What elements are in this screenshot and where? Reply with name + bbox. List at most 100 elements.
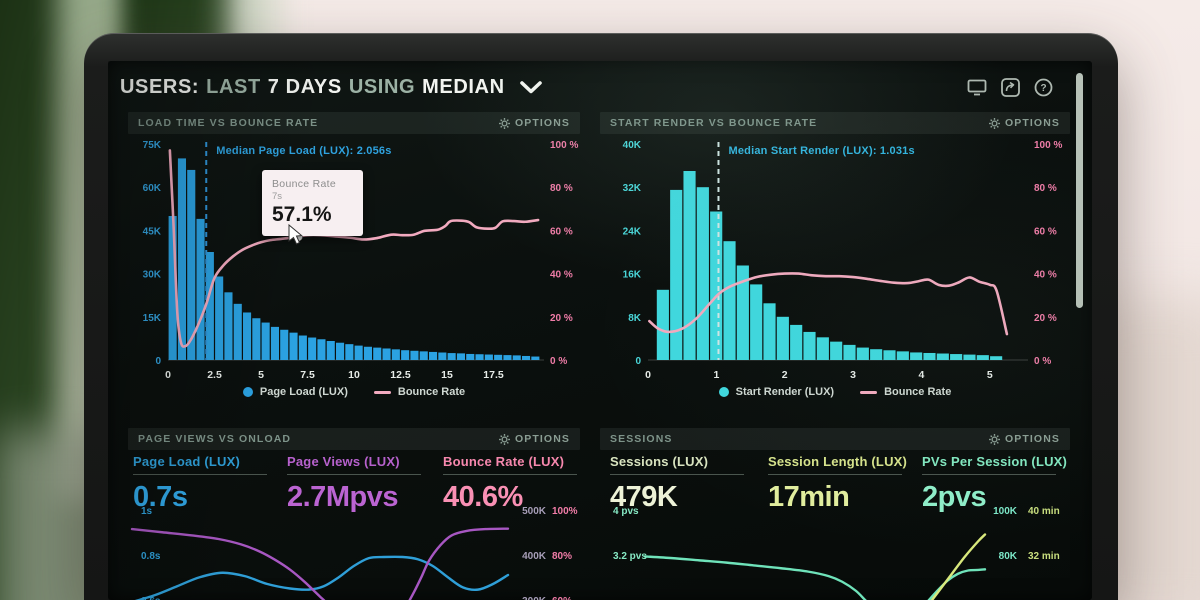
axis-label: 3.2 pvs [613, 551, 647, 562]
svg-text:40 %: 40 % [1034, 270, 1057, 281]
svg-text:15K: 15K [143, 313, 162, 324]
svg-text:60 %: 60 % [1034, 226, 1057, 237]
load-time-chart[interactable]: Median Page Load (LUX): 2.056s 75K 60K 45K 3… [128, 134, 580, 384]
svg-text:100 %: 100 % [1034, 140, 1062, 151]
display-icon[interactable] [966, 76, 988, 98]
svg-text:24K: 24K [623, 226, 642, 237]
metric-label: Sessions (LUX) [610, 454, 709, 469]
legend-page-load[interactable]: Page Load (LUX) [242, 386, 348, 398]
svg-text:60 %: 60 % [550, 226, 573, 237]
metric-label: Session Length (LUX) [768, 454, 908, 469]
svg-text:0 %: 0 % [550, 356, 567, 367]
svg-text:7.5: 7.5 [300, 369, 315, 381]
legend-line [373, 390, 391, 394]
svg-text:0: 0 [635, 356, 641, 367]
panel-header: PAGE VIEWS VS ONLOAD OPTIONS [128, 428, 580, 450]
view-selector-dropdown[interactable]: USERS: LAST 7 DAYS USING MEDIAN [120, 76, 542, 99]
axis-label: 1s [141, 506, 153, 517]
toolbar: ? [966, 76, 1054, 98]
legend-label: Start Render (LUX) [735, 386, 835, 398]
metric-value: 17min [768, 481, 850, 513]
svg-text:0 %: 0 % [1034, 356, 1051, 367]
screen: USERS: LAST 7 DAYS USING MEDIAN [108, 61, 1092, 600]
legend-bounce-rate[interactable]: Bounce Rate [860, 386, 951, 398]
header-segment: LAST [206, 75, 261, 98]
legend-label: Bounce Rate [884, 386, 952, 398]
svg-text:12.5: 12.5 [390, 369, 411, 381]
axis-label: 100K [993, 506, 1017, 517]
svg-text:?: ? [1040, 83, 1046, 94]
legend-line [860, 390, 878, 394]
axis-label: 4 pvs [613, 506, 639, 517]
panel-title: PAGE VIEWS VS ONLOAD [138, 433, 292, 445]
legend-label: Bounce Rate [397, 386, 466, 398]
svg-text:16K: 16K [623, 270, 642, 281]
svg-text:75K: 75K [143, 140, 162, 151]
start-render-chart[interactable]: Median Start Render (LUX): 1.031s 40K 32K 2… [600, 134, 1070, 384]
options-button[interactable]: OPTIONS [499, 117, 570, 129]
svg-text:80 %: 80 % [550, 183, 573, 194]
options-button[interactable]: OPTIONS [989, 433, 1060, 445]
svg-text:30K: 30K [143, 270, 162, 281]
tooltip-series: Bounce Rate [272, 178, 337, 190]
gear-icon [989, 117, 1001, 129]
header-segment: 7 DAYS [267, 75, 342, 98]
options-label: OPTIONS [1005, 117, 1060, 129]
legend-start-render[interactable]: Start Render (LUX) [718, 386, 835, 398]
header-segment: USING [348, 75, 416, 98]
tooltip-value: 57.1% [272, 203, 332, 226]
gear-icon [499, 433, 511, 445]
options-label: OPTIONS [515, 117, 570, 129]
metric-value: 40.6% [443, 481, 523, 513]
svg-text:2.5: 2.5 [207, 369, 222, 381]
axis-label: 60% [552, 596, 572, 600]
svg-text:100 %: 100 % [550, 140, 578, 151]
options-label: OPTIONS [515, 433, 570, 445]
dashboard-header: USERS: LAST 7 DAYS USING MEDIAN [120, 71, 1080, 103]
share-icon[interactable] [999, 76, 1021, 98]
laptop-frame: USERS: LAST 7 DAYS USING MEDIAN [84, 33, 1118, 600]
pageviews-sparkline[interactable]: 1s 0.8s 0.6s 500K 400K 300K 100% 80% 60% [128, 505, 580, 600]
tooltip: Bounce Rate 7s 57.1% [262, 170, 363, 236]
axis-label: 80% [552, 551, 573, 562]
metric-bounce-rate: Bounce Rate (LUX) 40.6% [443, 454, 589, 514]
chart-legend: Start Render (LUX) Bounce Rate [600, 386, 1070, 398]
panel-sessions: SESSIONS OPTIONS Sessions (LUX) 479K Ses… [600, 428, 1070, 600]
sessions-sparkline[interactable]: 4 pvs 3.2 pvs 100K 80K 40 min 32 min [600, 505, 1070, 600]
panel-title: START RENDER VS BOUNCE RATE [610, 117, 818, 129]
panel-title: LOAD TIME VS BOUNCE RATE [138, 117, 319, 129]
svg-text:20 %: 20 % [1034, 313, 1057, 324]
svg-text:4: 4 [919, 369, 925, 381]
legend-bounce-rate[interactable]: Bounce Rate [373, 386, 466, 398]
svg-text:40 %: 40 % [550, 270, 573, 281]
svg-text:15: 15 [441, 369, 453, 381]
options-button[interactable]: OPTIONS [499, 433, 570, 445]
svg-text:5: 5 [987, 369, 993, 381]
metric-label: PVs Per Session (LUX) [922, 454, 1068, 469]
gear-icon [499, 117, 511, 129]
legend-dot [242, 387, 253, 397]
panel-pageviews: PAGE VIEWS VS ONLOAD OPTIONS Page Load (… [128, 428, 580, 600]
svg-text:2: 2 [782, 369, 788, 381]
header-segment: USERS: [120, 75, 200, 98]
svg-text:17.5: 17.5 [483, 369, 504, 381]
panel-title: SESSIONS [610, 433, 673, 445]
axis-label: 300K [508, 596, 546, 600]
svg-text:0: 0 [165, 369, 171, 381]
scrollbar[interactable] [1076, 73, 1083, 308]
svg-text:20 %: 20 % [550, 313, 573, 324]
svg-text:45K: 45K [143, 226, 162, 237]
svg-text:80 %: 80 % [1034, 183, 1057, 194]
mouse-cursor [288, 224, 303, 245]
options-label: OPTIONS [1005, 433, 1060, 445]
metric-value: 479K [610, 481, 678, 513]
metric-page-views: Page Views (LUX) 2.7Mpvs [287, 454, 433, 514]
pageviews-chart [130, 527, 510, 600]
metric-sessions: Sessions (LUX) 479K [610, 454, 756, 514]
options-button[interactable]: OPTIONS [989, 117, 1060, 129]
help-icon[interactable]: ? [1032, 76, 1054, 98]
metric-label: Page Load (LUX) [133, 454, 241, 469]
chevron-down-icon [519, 80, 542, 93]
svg-text:40K: 40K [623, 140, 642, 151]
axis-label: 100% [552, 506, 578, 517]
